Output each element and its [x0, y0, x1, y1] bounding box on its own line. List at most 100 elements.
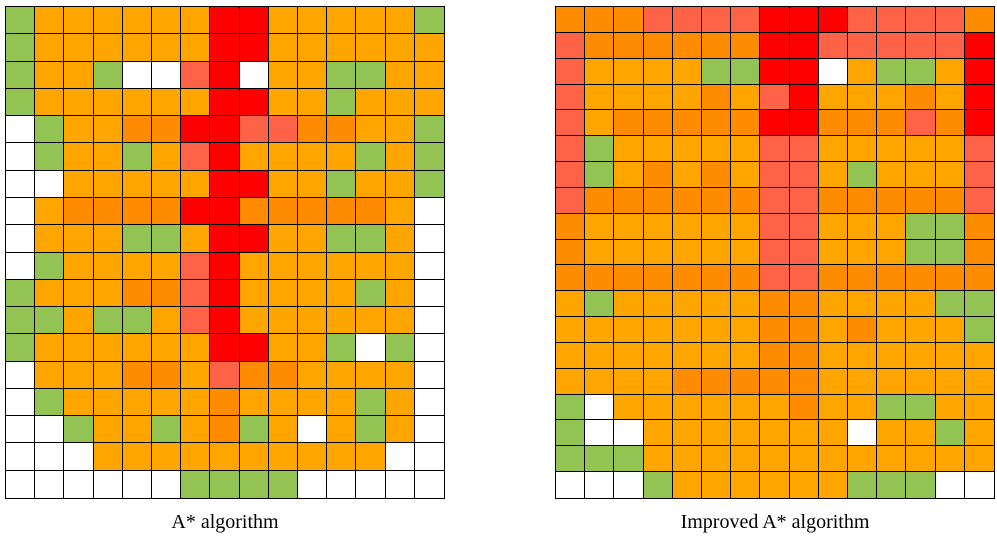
grid-cell-orange	[818, 317, 848, 343]
grid-cell-orange	[877, 342, 907, 369]
caption-improved-a-star: Improved A* algorithm	[680, 511, 870, 533]
grid-cell-orange	[964, 394, 994, 421]
grid-cell-dark-orange	[731, 368, 761, 395]
grid-cell-orange	[614, 162, 644, 188]
grid-cell-orange	[818, 420, 848, 447]
grid-cell-dark-orange	[298, 116, 328, 144]
grid-cell-green	[906, 239, 936, 266]
grid-cell-green	[210, 470, 240, 498]
grid-cell-dark-orange	[614, 32, 644, 59]
grid-cell-orange	[268, 443, 298, 471]
grid-cell-orange	[64, 225, 94, 253]
grid-cell-green	[935, 239, 965, 266]
grid-cell-orange	[93, 170, 123, 198]
grid-cell-orange	[935, 394, 965, 421]
grid-cell-salmon-red	[760, 84, 790, 111]
grid-cell-green	[327, 88, 357, 117]
grid-cell-orange	[35, 34, 65, 62]
grid-cell-red	[789, 7, 819, 33]
grid-cell-orange	[848, 84, 878, 111]
grid-cell-orange	[906, 446, 936, 473]
grid-cell-salmon-red	[964, 187, 994, 214]
grid-cell-orange	[585, 368, 615, 395]
grid-cell-orange	[327, 279, 357, 308]
grid-cell-green	[35, 143, 65, 171]
grid-cell-red	[210, 170, 240, 198]
grid-cell-dark-orange	[672, 187, 702, 214]
grid-cell-orange	[152, 252, 182, 280]
grid-cell-orange	[385, 197, 415, 226]
grid-cell-orange	[672, 213, 702, 240]
grid-cell-salmon-red	[181, 61, 211, 89]
grid-cell-orange	[731, 213, 761, 240]
grid-cell-orange	[327, 443, 357, 471]
grid-cell-white	[35, 443, 65, 471]
grid-cell-green	[906, 213, 936, 240]
grid-cell-orange	[672, 136, 702, 163]
grid-cell-green	[556, 446, 586, 473]
grid-cell-orange	[614, 342, 644, 369]
grid-cell-orange	[122, 334, 152, 362]
grid-cell-green	[152, 225, 182, 253]
grid-cell-salmon-red	[672, 7, 702, 33]
grid-cell-orange	[356, 88, 386, 117]
grid-cell-salmon-red	[964, 162, 994, 188]
grid-cell-orange	[327, 307, 357, 335]
grid-cell-white	[935, 472, 965, 498]
grid-cell-orange	[818, 342, 848, 369]
grid-cell-orange	[672, 472, 702, 498]
grid-cell-dark-orange	[556, 213, 586, 240]
grid-cell-orange	[818, 162, 848, 188]
grid-cell-dark-orange	[614, 110, 644, 137]
grid-cell-orange	[614, 84, 644, 111]
grid-cell-orange	[298, 334, 328, 362]
grid-cell-white	[6, 116, 36, 144]
grid-cell-orange	[731, 291, 761, 318]
grid-cell-dark-orange	[122, 279, 152, 308]
grid-cell-green	[35, 252, 65, 280]
grid-cell-orange	[585, 239, 615, 266]
grid-cell-orange	[760, 420, 790, 447]
grid-cell-orange	[385, 361, 415, 389]
grid-cell-dark-orange	[672, 368, 702, 395]
grid-cell-dark-orange	[239, 361, 269, 389]
grid-cell-white	[6, 443, 36, 471]
grid-cell-orange	[122, 7, 152, 35]
grid-cell-dark-orange	[152, 361, 182, 389]
grid-cell-orange	[614, 368, 644, 395]
grid-cell-dark-orange	[327, 197, 357, 226]
grid-cell-white	[414, 279, 444, 308]
grid-cell-green	[385, 334, 415, 362]
grid-cell-orange	[585, 342, 615, 369]
grid-cell-green	[556, 394, 586, 421]
grid-cell-dark-orange	[585, 32, 615, 59]
grid-cell-green	[906, 58, 936, 85]
grid-cell-orange	[702, 136, 732, 163]
grid-cell-orange	[614, 58, 644, 85]
grid-cell-orange	[356, 443, 386, 471]
grid-cell-orange	[327, 143, 357, 171]
grid-cell-green	[964, 317, 994, 343]
grid-cell-white	[239, 61, 269, 89]
grid-cell-dark-orange	[702, 32, 732, 59]
grid-cell-orange	[848, 239, 878, 266]
grid-cell-dark-orange	[760, 342, 790, 369]
grid-cell-orange	[152, 34, 182, 62]
grid-cell-orange	[64, 143, 94, 171]
grid-cell-orange	[385, 279, 415, 308]
grid-cell-orange	[385, 34, 415, 62]
grid-cell-white	[585, 420, 615, 447]
grid-cell-orange	[64, 88, 94, 117]
grid-cell-white	[122, 470, 152, 498]
grid-cell-dark-orange	[760, 368, 790, 395]
grid-cell-white	[6, 470, 36, 498]
grid-cell-white	[152, 61, 182, 89]
grid-cell-dark-orange	[964, 213, 994, 240]
grid-cell-orange	[298, 34, 328, 62]
grid-cell-green	[877, 472, 907, 498]
grid-cell-orange	[877, 136, 907, 163]
grid-cell-white	[93, 470, 123, 498]
grid-cell-orange	[906, 342, 936, 369]
grid-cell-salmon-red	[848, 7, 878, 33]
grid-cell-dark-orange	[731, 32, 761, 59]
